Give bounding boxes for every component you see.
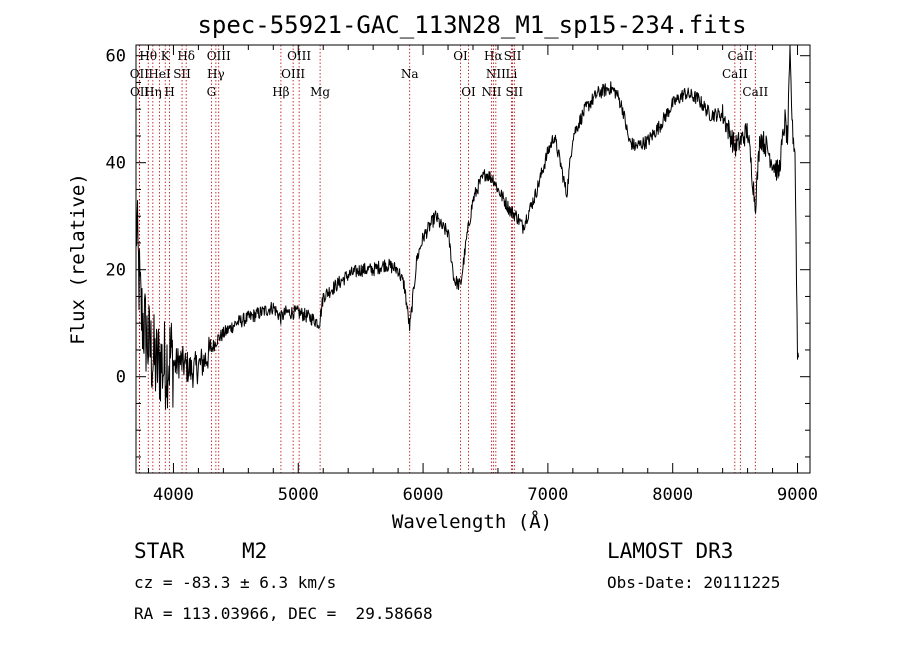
line-marker-label: OI — [453, 49, 468, 63]
x-tick-label: 6000 — [403, 485, 444, 505]
line-marker-label: Hδ — [177, 49, 195, 63]
chart-title: spec-55921-GAC_113N28_M1_sp15-234.fits — [197, 11, 746, 39]
line-marker-label: H — [164, 85, 174, 99]
line-marker-label: SII — [505, 85, 523, 99]
y-tick-label: 20 — [106, 261, 126, 281]
axis-ticks — [136, 45, 810, 473]
x-tick-label: 4000 — [153, 485, 194, 505]
line-marker-label: OIII — [281, 67, 305, 81]
line-marker-label: Hγ — [207, 67, 225, 81]
x-tick-label: 9000 — [777, 485, 818, 505]
line-marker-label: SII — [173, 67, 191, 81]
line-marker-label: Hη — [144, 85, 162, 99]
line-marker-label: Mg — [310, 85, 330, 99]
line-marker-label: OII — [130, 85, 150, 99]
line-marker-label: K — [161, 49, 171, 63]
line-marker-label: Li — [506, 67, 518, 81]
y-tick-label: 40 — [106, 154, 126, 174]
spectrum-series — [135, 44, 799, 410]
x-tick-label: 5000 — [278, 485, 319, 505]
line-marker-label: SII — [504, 49, 522, 63]
y-axis-label: Flux (relative) — [67, 173, 89, 345]
x-axis-label: Wavelength (Å) — [392, 510, 552, 533]
line-marker-label: OIII — [207, 49, 231, 63]
redshift-velocity: cz = -83.3 ± 6.3 km/s — [134, 573, 337, 592]
line-marker-label: Hα — [484, 49, 503, 63]
survey-name: LAMOST DR3 — [607, 539, 734, 563]
object-subclass: M2 — [242, 539, 268, 563]
line-marker-label: NII — [486, 67, 506, 81]
spectrum-line — [135, 44, 799, 410]
line-marker-label: NII — [481, 85, 501, 99]
sky-coordinates: RA = 113.03966, DEC = 29.58668 — [134, 604, 433, 623]
line-marker-label: CaII — [722, 67, 748, 81]
line-marker-label: OIII — [287, 49, 311, 63]
line-marker-label: CaII — [727, 49, 753, 63]
y-tick-label: 0 — [116, 368, 126, 388]
line-marker-label: Hβ — [272, 85, 289, 99]
line-marker-label: OI — [461, 85, 476, 99]
line-marker-label: G — [207, 85, 217, 99]
line-marker-label: CaII — [742, 85, 768, 99]
line-marker-label: Na — [401, 67, 419, 81]
axis-tick-labels: 4000 5000 6000 7000 8000 9000 0 20 40 60 — [106, 47, 818, 505]
object-class: STAR — [134, 539, 185, 563]
x-tick-label: 7000 — [527, 485, 568, 505]
line-marker-label: HeI — [148, 67, 171, 81]
y-tick-label: 60 — [106, 47, 126, 67]
x-tick-label: 8000 — [652, 485, 693, 505]
observation-date: Obs-Date: 20111225 — [607, 573, 781, 592]
